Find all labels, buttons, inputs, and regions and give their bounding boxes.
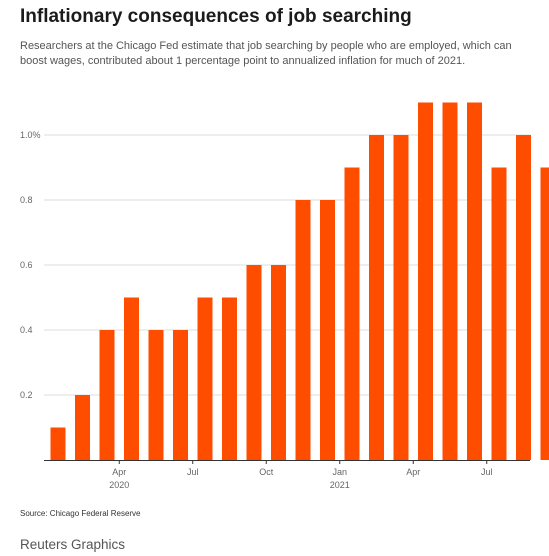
bar — [50, 427, 66, 460]
bar — [75, 395, 90, 460]
x-tick-label: Oct — [259, 467, 274, 477]
bar — [295, 200, 311, 460]
chart-subtitle: Researchers at the Chicago Fed estimate … — [20, 40, 512, 67]
bar — [197, 297, 213, 460]
bar — [369, 135, 384, 460]
x-tick-year-label: 2020 — [109, 480, 129, 490]
bar — [246, 265, 262, 460]
x-tick-label: Apr — [406, 467, 420, 477]
bar — [418, 102, 433, 460]
bar — [99, 330, 115, 460]
bar — [222, 297, 237, 460]
bar — [344, 167, 360, 460]
chart-title: Inflationary consequences of job searchi… — [20, 6, 412, 27]
y-tick-label: 1.0% — [20, 130, 41, 140]
bar — [393, 135, 409, 460]
bar — [124, 297, 139, 460]
y-tick-label: 0.8 — [20, 195, 33, 205]
bar — [173, 330, 188, 460]
x-tick-label: Jul — [481, 467, 493, 477]
x-tick-year-label: 2021 — [330, 480, 350, 490]
y-tick-label: 0.4 — [20, 325, 33, 335]
bar — [148, 330, 164, 460]
y-tick-label: 0.2 — [20, 390, 33, 400]
x-tick-label: Apr — [112, 467, 126, 477]
x-tick-label: Jan — [332, 467, 347, 477]
bar — [491, 167, 507, 460]
bar — [516, 135, 531, 460]
bar — [442, 102, 458, 460]
x-tick-label: Jul — [187, 467, 199, 477]
bar — [271, 265, 286, 460]
y-tick-label: 0.6 — [20, 260, 33, 270]
brand-credit: Reuters Graphics — [20, 537, 126, 552]
source-note: Source: Chicago Federal Reserve — [20, 509, 141, 518]
bar — [467, 102, 482, 460]
bar — [320, 200, 335, 460]
bar — [540, 167, 549, 460]
